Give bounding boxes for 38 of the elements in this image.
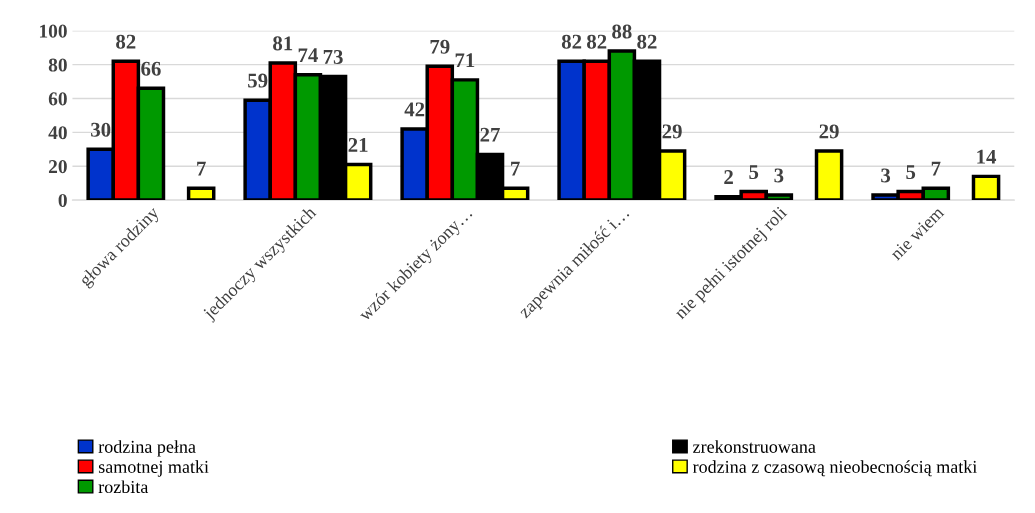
legend-label: zrekonstruowana [693,440,816,453]
data-label: 29 [819,124,839,139]
data-label: 7 [931,161,941,176]
data-label: 30 [91,122,111,137]
data-label: 3 [774,168,784,183]
data-label: 3 [881,168,891,183]
data-label: 71 [455,53,475,68]
data-label: 79 [430,39,450,54]
y-tick-label: 0 [58,193,67,208]
data-label: 66 [141,61,161,76]
y-tick-label: 80 [48,58,67,72]
y-tick-label: 100 [39,24,67,38]
y-tick-label: 60 [48,92,67,106]
data-label: 82 [561,34,582,49]
data-label: 27 [480,127,500,142]
data-label: 14 [977,149,997,164]
legend-label: samotnej matki [98,460,209,477]
data-label: 82 [587,34,607,49]
data-label: 21 [348,137,368,152]
legend-label: rodzina z czasową nieobecnością matki [692,460,977,477]
data-label: 5 [749,165,759,180]
data-label: 82 [116,34,136,49]
data-label: 29 [662,124,682,139]
legend-label: rodzina pełna [98,440,196,457]
data-label: 59 [248,73,268,88]
y-tick-label: 20 [48,160,67,174]
data-label: 2 [724,170,733,184]
data-label: 82 [637,34,657,49]
legend-label: rozbita [98,480,149,494]
data-label: 73 [323,49,343,64]
data-label: 88 [612,24,632,39]
data-label: 5 [906,165,916,180]
data-label: 7 [511,161,520,176]
y-tick-label: 40 [48,126,67,140]
data-label: 74 [298,48,318,63]
data-label: 7 [197,161,206,176]
data-label: 81 [273,36,293,51]
data-label: 42 [404,102,425,117]
